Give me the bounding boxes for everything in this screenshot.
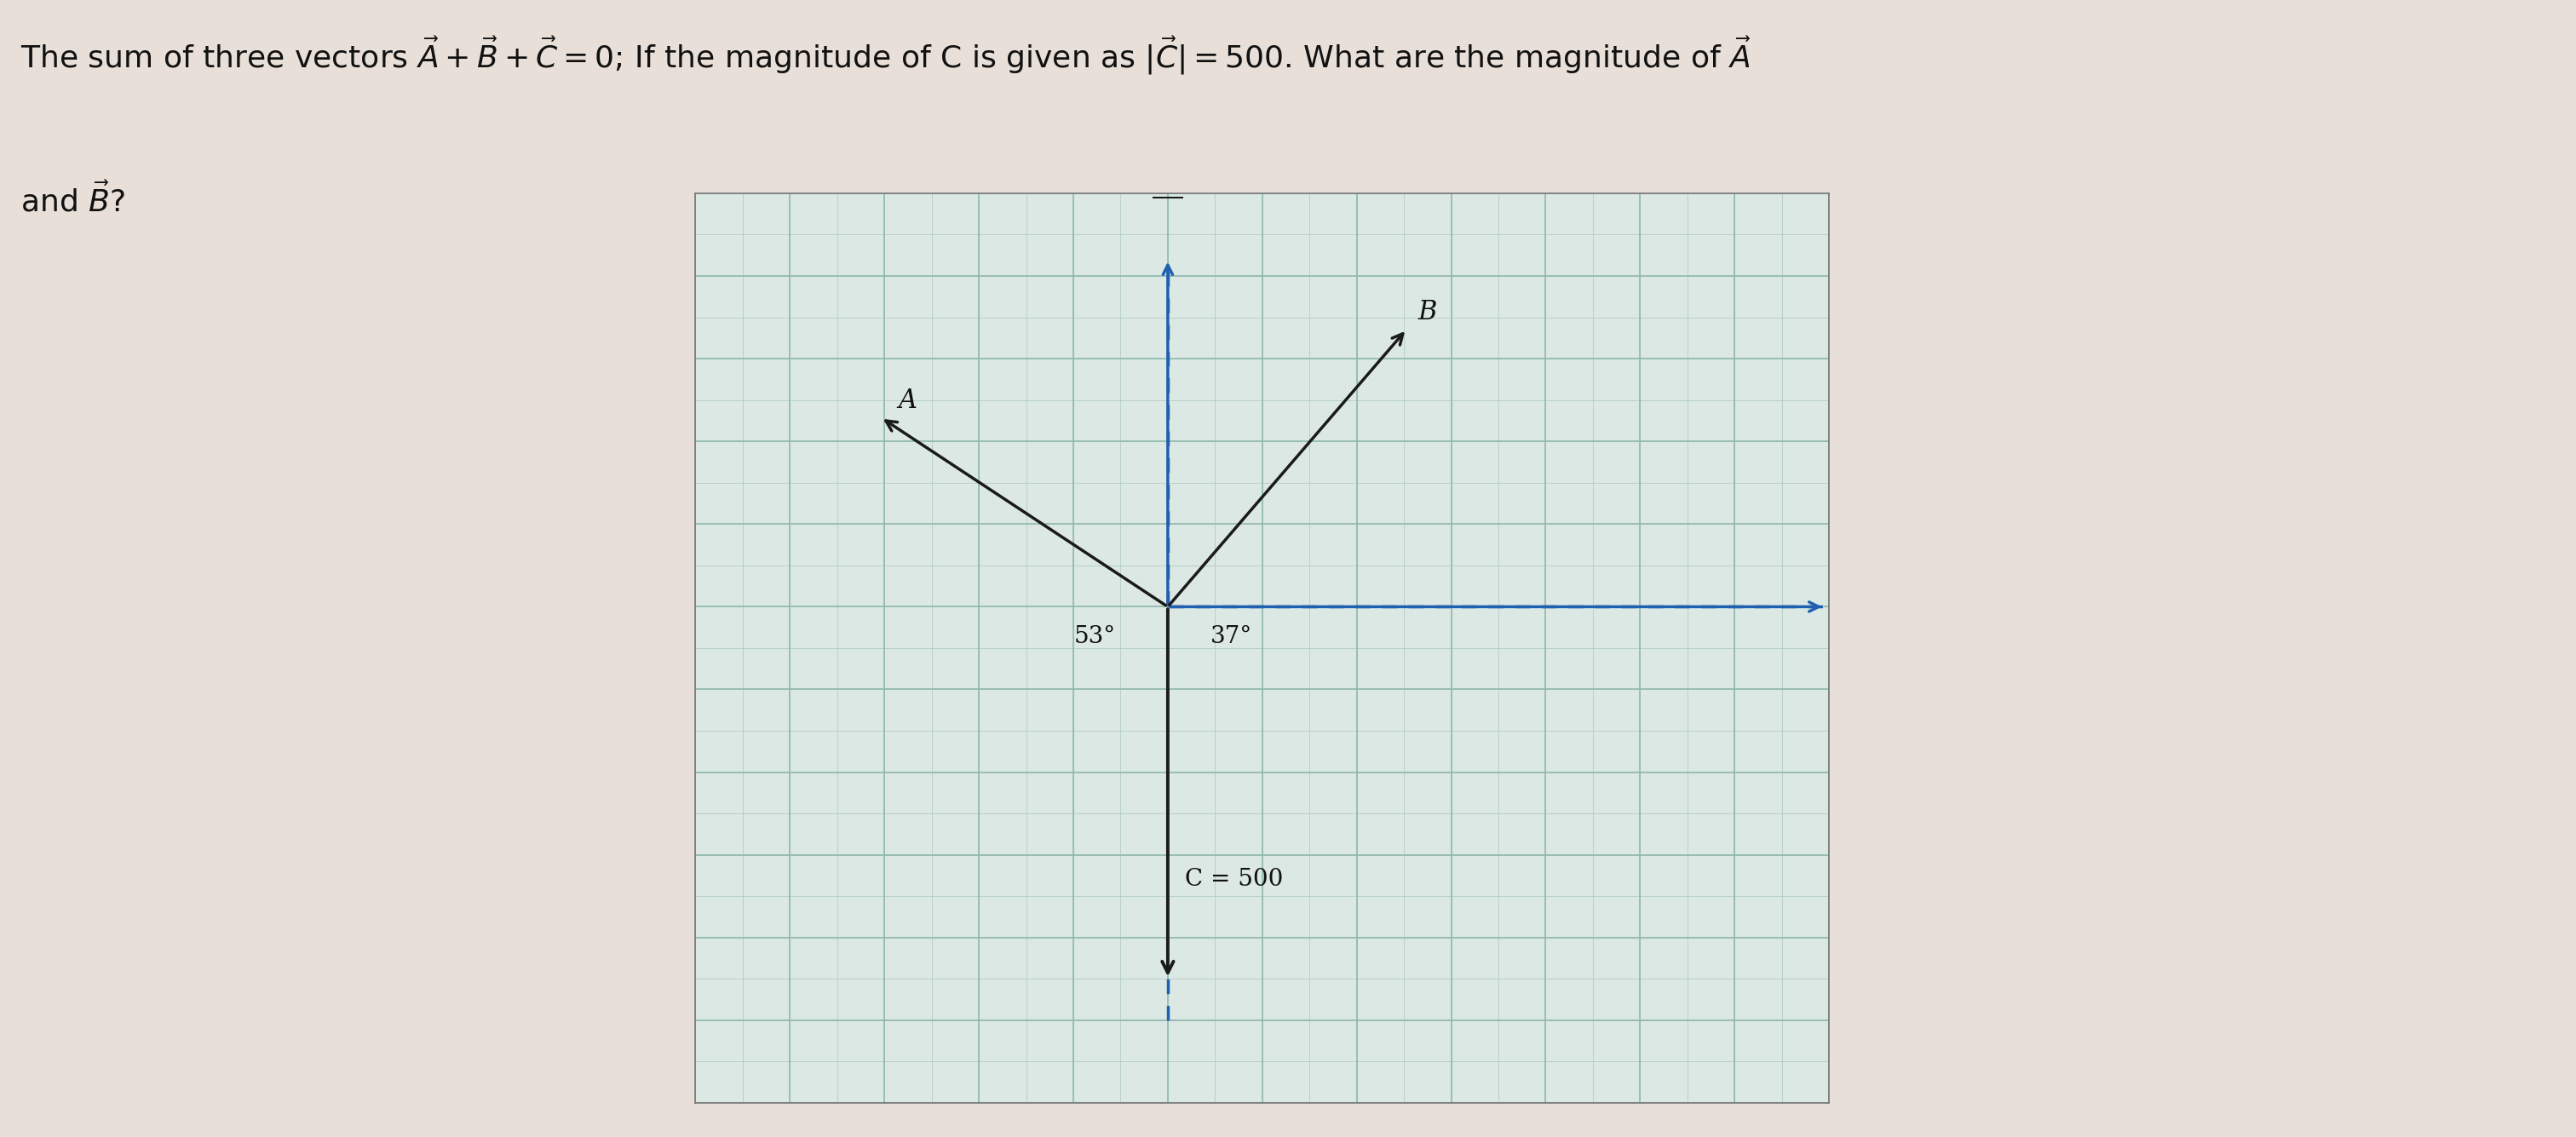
Text: and $\vec{B}$?: and $\vec{B}$? [21, 182, 126, 217]
Text: C = 500: C = 500 [1185, 869, 1283, 891]
Text: A: A [899, 387, 917, 414]
Text: The sum of three vectors $\vec{A}+\vec{B}+\vec{C}=0$; If the magnitude of C is g: The sum of three vectors $\vec{A}+\vec{B… [21, 34, 1752, 76]
Text: 53°: 53° [1074, 625, 1115, 648]
Text: 37°: 37° [1211, 625, 1252, 648]
Text: B: B [1417, 299, 1437, 325]
